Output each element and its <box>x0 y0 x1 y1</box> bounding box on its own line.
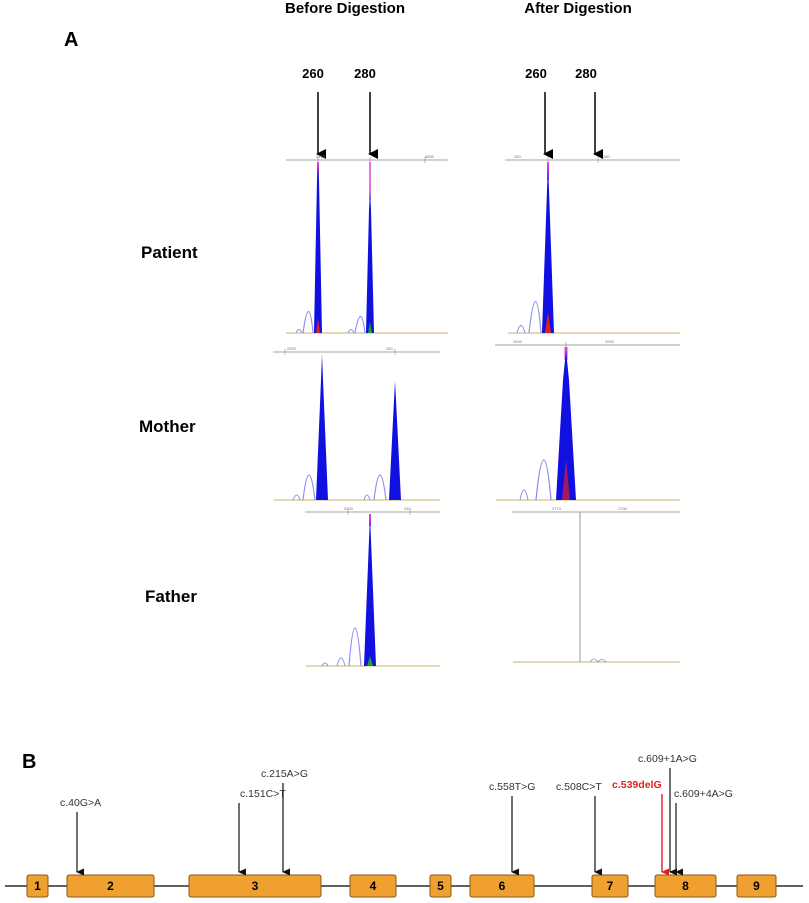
variant-c151CT: c.151C>T <box>238 788 286 876</box>
marker-260-after: 260 <box>525 66 547 81</box>
exon-6: 6 <box>469 874 535 898</box>
variant-label: c.508C>T <box>556 781 602 793</box>
row-label-mother: Mother <box>139 417 196 436</box>
exon-9: 9 <box>736 874 777 898</box>
variant-c215AG: c.215A>G <box>261 768 308 876</box>
exon-5: 5 <box>429 874 452 898</box>
variant-label: c.215A>G <box>261 768 308 780</box>
exon-label: 9 <box>753 879 760 893</box>
exon-label: 2 <box>107 879 114 893</box>
variant-c609p4AG: c.609+4A>G <box>674 788 733 876</box>
tick-label: 2400 <box>344 506 354 511</box>
electropherogram-mother-before: 2300 280 <box>273 346 440 501</box>
header-before-digestion: Before Digestion <box>285 0 405 17</box>
exon-4: 4 <box>349 874 397 898</box>
variant-c40GA: c.40G>A <box>60 797 101 876</box>
row-label-father: Father <box>145 587 197 606</box>
variant-c508CT: c.508C>T <box>556 781 602 876</box>
header-after-digestion: After Digestion <box>524 0 632 17</box>
marker-280-before: 280 <box>354 66 376 81</box>
exon-label: 5 <box>437 879 444 893</box>
tick-label: 8800 <box>425 154 435 159</box>
panel-a-label: A <box>64 29 78 51</box>
marker-280-after: 280 <box>575 66 597 81</box>
exon-8: 8 <box>654 874 717 898</box>
variant-c558TG: c.558T>G <box>489 781 535 876</box>
electropherogram-patient-before: 2415 8800 <box>286 154 448 334</box>
tick-label: 2300 <box>287 346 297 351</box>
exon-label: 8 <box>682 879 689 893</box>
exon-label: 6 <box>499 879 506 893</box>
electropherogram-mother-after: 2600 2000 <box>495 339 680 501</box>
tick-label: 2000 <box>605 339 615 344</box>
tick-label: 280 <box>603 154 610 159</box>
electropherogram-patient-after: 260 280 <box>505 154 680 334</box>
electropherogram-father-after: 2774 2700 <box>512 506 680 663</box>
exon-label: 3 <box>252 879 259 893</box>
tick-label: 240 <box>404 506 411 511</box>
electropherogram-father-before: 2400 240 <box>305 506 440 667</box>
exon-3: 3 <box>188 874 322 898</box>
variant-label: c.558T>G <box>489 781 535 793</box>
variant-label-highlight: c.539delG <box>612 779 662 791</box>
panel-b-label: B <box>22 751 36 773</box>
exon-label: 7 <box>607 879 614 893</box>
variant-c539delG: c.539delG <box>612 779 669 876</box>
tick-label: 280 <box>386 346 393 351</box>
row-label-patient: Patient <box>141 243 198 262</box>
tick-label: 2774 <box>552 506 562 511</box>
tick-label: 260 <box>514 154 521 159</box>
exon-2: 2 <box>66 874 155 898</box>
variant-label: c.40G>A <box>60 797 101 809</box>
tick-label: 2600 <box>513 339 523 344</box>
exon-7: 7 <box>591 874 629 898</box>
exon-label: 4 <box>370 879 377 893</box>
variant-label: c.609+1A>G <box>638 753 697 765</box>
variant-c609p1AG: c.609+1A>G <box>638 753 697 876</box>
variant-label: c.151C>T <box>240 788 286 800</box>
exon-1: 1 <box>26 874 49 898</box>
exon-label: 1 <box>34 879 41 893</box>
marker-260-before: 260 <box>302 66 324 81</box>
variant-label: c.609+4A>G <box>674 788 733 800</box>
tick-label: 2700 <box>618 506 628 511</box>
tick-label: 2415 <box>316 154 326 159</box>
